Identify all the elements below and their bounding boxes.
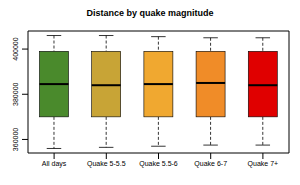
svg-text:380000: 380000: [12, 82, 19, 105]
svg-text:Quake 6-7: Quake 6-7: [194, 160, 227, 168]
svg-text:Quake 7+: Quake 7+: [248, 160, 279, 168]
svg-text:Quake 5-5.5: Quake 5-5.5: [87, 160, 126, 168]
html-text:Distance by quake magnitude: Distance by quake magnitude: [86, 8, 214, 18]
svg-text:360000: 360000: [12, 128, 19, 151]
svg-text:Quake 5.5-6: Quake 5.5-6: [139, 160, 178, 168]
svg-text:400000: 400000: [12, 37, 19, 60]
svg-text:All days: All days: [42, 160, 67, 168]
